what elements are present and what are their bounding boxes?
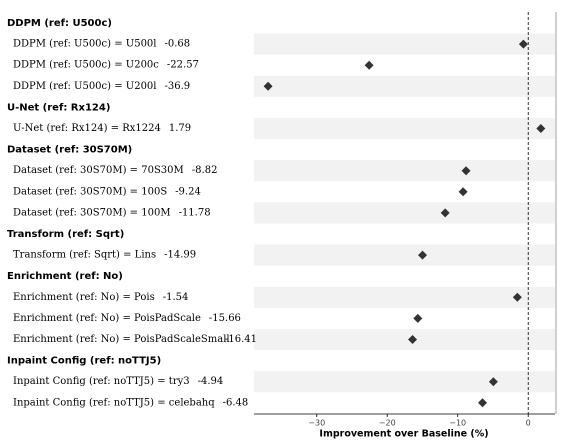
diamond [458, 187, 468, 197]
diamond [536, 124, 546, 133]
diamond [440, 208, 450, 218]
x-tick-label: −20 [379, 419, 396, 428]
diamond [488, 377, 498, 387]
row-label: Inpaint Config (ref: noTTJ5) = try3 [13, 376, 190, 387]
row-label: Dataset (ref: 30S70M) = 100S [13, 186, 167, 197]
row-label: Dataset (ref: 30S70M) = 100M [13, 207, 171, 218]
row-label: DDPM (ref: U500c) = U500l [13, 39, 157, 50]
row-value: 1.79 [169, 123, 191, 134]
row-label: Dataset (ref: 30S70M) = 70S30M [13, 165, 184, 176]
row-value: -22.57 [167, 60, 199, 71]
diamond [263, 81, 273, 91]
row-value: -15.66 [209, 313, 241, 324]
row-value: -9.24 [175, 186, 201, 197]
diamond [418, 250, 428, 260]
row-label: Enrichment (ref: No) = Pois [13, 292, 155, 303]
row-band [254, 371, 555, 393]
x-tick-label: −10 [449, 419, 466, 428]
row-value: -14.99 [164, 250, 196, 261]
row-value: -1.54 [163, 292, 189, 303]
row-band [254, 244, 555, 266]
group-title: DDPM (ref: U500c) [7, 18, 112, 29]
row-label: Inpaint Config (ref: noTTJ5) = celebahq [13, 397, 215, 408]
row-band [254, 328, 555, 351]
row-label: DDPM (ref: U500c) = U200l [13, 81, 157, 92]
diamond [413, 313, 423, 323]
row-value: -11.78 [179, 207, 211, 218]
group-title: U-Net (ref: Rx124) [7, 102, 110, 113]
row-label: Transform (ref: Sqrt) = Lins [13, 250, 156, 261]
row-band [254, 286, 555, 308]
row-value: -8.82 [192, 165, 218, 176]
group-title: Dataset (ref: 30S70M) [7, 145, 132, 156]
group-title: Transform (ref: Sqrt) [7, 229, 124, 240]
row-value: -36.9 [165, 81, 191, 92]
diamond [518, 39, 528, 49]
row-band [254, 117, 555, 140]
row-label: Enrichment (ref: No) = PoisPadScale [13, 313, 201, 324]
group-title: Enrichment (ref: No) [7, 271, 123, 282]
x-axis-label: Improvement over Baseline (%) [319, 429, 488, 440]
diamond [364, 60, 374, 70]
row-value: -16.41 [225, 334, 257, 345]
row-value: -4.94 [198, 376, 224, 387]
diamond [478, 398, 488, 408]
row-band [254, 33, 555, 55]
diamond [512, 292, 522, 302]
row-label: Enrichment (ref: No) = PoisPadScaleSmall [13, 334, 230, 345]
row-band [254, 160, 555, 182]
x-tick-label: 0 [526, 419, 531, 428]
row-value: -0.68 [165, 39, 191, 50]
diamond [461, 166, 471, 176]
diamond [408, 335, 418, 344]
row-band [254, 202, 555, 224]
row-label: DDPM (ref: U500c) = U200c [13, 60, 159, 71]
group-title: Inpaint Config (ref: noTTJ5) [7, 356, 161, 367]
row-band [254, 75, 555, 97]
row-value: -6.48 [223, 397, 249, 408]
x-tick-label: −30 [308, 419, 325, 428]
row-label: U-Net (ref: Rx124) = Rx1224 [13, 123, 161, 134]
